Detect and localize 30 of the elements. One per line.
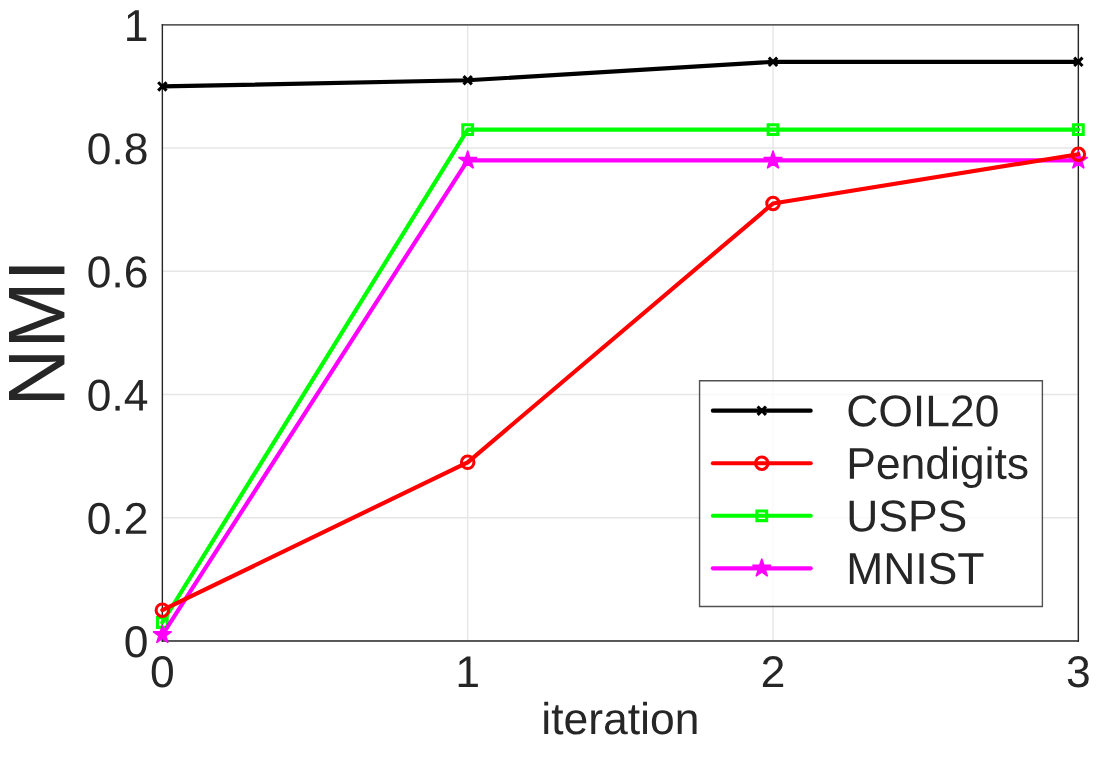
point <box>461 74 474 86</box>
y-tick-label: 1 <box>127 10 147 41</box>
y-tick-label: 0.6 <box>88 256 147 288</box>
y-tick-label: 0.4 <box>88 379 148 412</box>
point <box>156 80 169 93</box>
x-tick-label: 1 <box>458 656 478 688</box>
point <box>1071 123 1085 136</box>
point <box>767 56 779 68</box>
x-tick-label: 0 <box>151 656 173 688</box>
point <box>1072 56 1085 68</box>
point <box>765 195 781 212</box>
y-tick-label: 0.2 <box>88 502 147 535</box>
legend-label: MNIST <box>849 552 984 585</box>
y-tick-label: 0.8 <box>88 133 147 165</box>
point <box>457 149 478 169</box>
y-axis-title: NMI <box>9 266 65 401</box>
x-tick-label: 2 <box>762 656 784 688</box>
point <box>766 123 780 136</box>
x-axis-title: iteration <box>544 701 697 735</box>
legend-label: Pendigits <box>849 446 1028 489</box>
point <box>1070 146 1087 162</box>
y-tick-label: 0 <box>125 626 147 658</box>
point <box>459 454 476 471</box>
point <box>461 123 475 136</box>
legend-label: USPS <box>849 500 966 532</box>
legend-label: COIL20 <box>848 395 998 427</box>
point <box>763 149 783 169</box>
x-tick-label: 3 <box>1067 656 1089 688</box>
point <box>152 624 173 644</box>
point <box>154 602 171 618</box>
